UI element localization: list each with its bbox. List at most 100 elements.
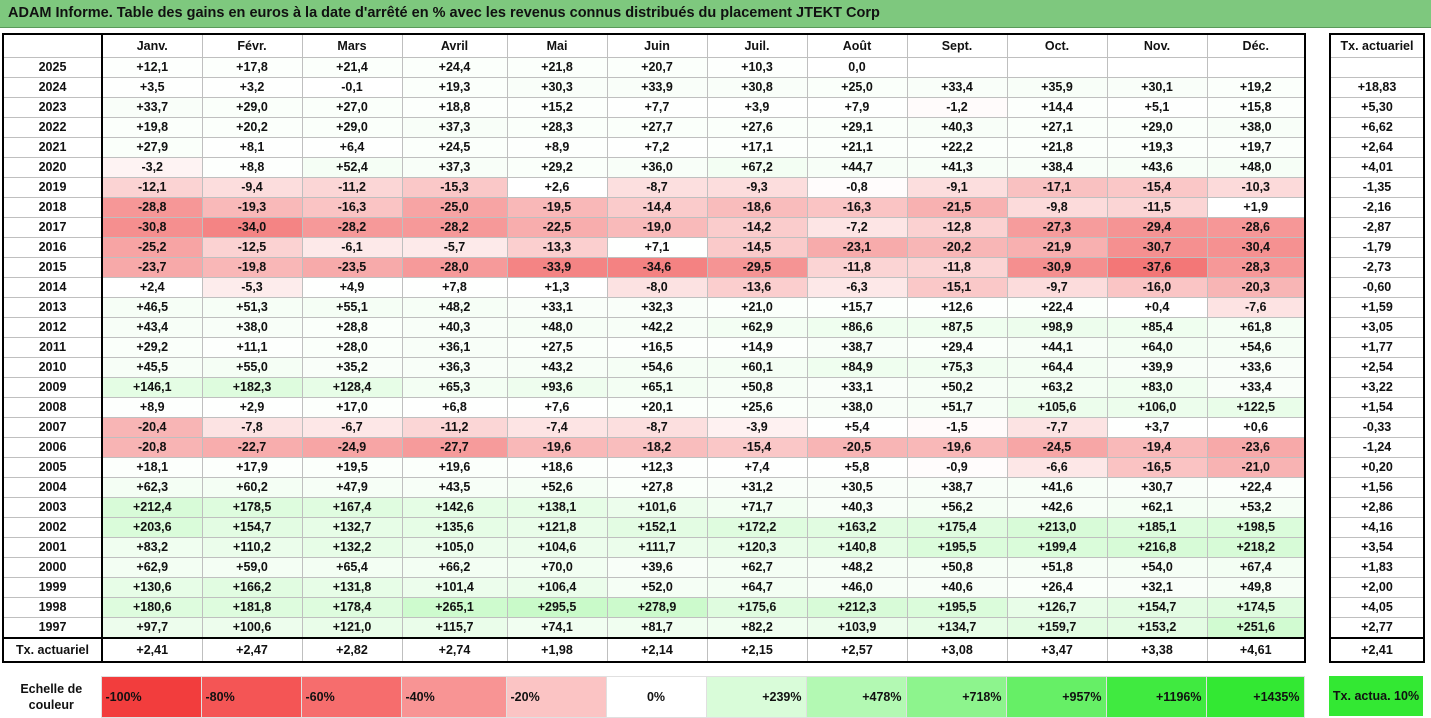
gain-cell: +6,4 bbox=[301, 137, 403, 158]
gain-cell: +62,9 bbox=[706, 317, 808, 338]
gain-cell: +54,6 bbox=[1206, 337, 1306, 358]
month-header: Janv. bbox=[101, 33, 203, 58]
gain-cell: -9,4 bbox=[201, 177, 303, 198]
month-header: Févr. bbox=[201, 33, 303, 58]
gain-cell: -19,6 bbox=[906, 437, 1008, 458]
rate-cell: -0,60 bbox=[1329, 277, 1425, 298]
gain-cell: +7,4 bbox=[706, 457, 808, 478]
gain-cell: -5,7 bbox=[401, 237, 508, 258]
gain-cell: +33,1 bbox=[806, 377, 908, 398]
gain-cell: +182,3 bbox=[201, 377, 303, 398]
gain-cell: +2,6 bbox=[506, 177, 608, 198]
gain-cell: +48,0 bbox=[1206, 157, 1306, 178]
gain-cell: +38,0 bbox=[806, 397, 908, 418]
month-header: Mai bbox=[506, 33, 608, 58]
gain-cell: +19,6 bbox=[401, 457, 508, 478]
gain-cell: +48,2 bbox=[806, 557, 908, 578]
year-label: 2021 bbox=[2, 137, 103, 158]
gain-cell: +195,5 bbox=[906, 537, 1008, 558]
legend-step: +1196% bbox=[1105, 676, 1207, 718]
rate-row: +2,86 bbox=[1329, 497, 1425, 518]
gain-cell: +154,7 bbox=[201, 517, 303, 538]
gain-cell: -16,0 bbox=[1106, 277, 1208, 298]
rate-cell: +1,56 bbox=[1329, 477, 1425, 498]
rate-row: -1,24 bbox=[1329, 437, 1425, 458]
year-label: 2009 bbox=[2, 377, 103, 398]
rate-row: -2,87 bbox=[1329, 217, 1425, 238]
gain-cell: +29,4 bbox=[906, 337, 1008, 358]
gain-cell: +27,6 bbox=[706, 117, 808, 138]
gain-cell: +20,2 bbox=[201, 117, 303, 138]
gain-cell: -30,4 bbox=[1206, 237, 1306, 258]
gain-cell: -11,2 bbox=[301, 177, 403, 198]
gain-cell: +20,1 bbox=[606, 397, 708, 418]
gain-cell: +44,7 bbox=[806, 157, 908, 178]
footer-rate-cell: +4,61 bbox=[1206, 637, 1306, 663]
gain-cell: +49,8 bbox=[1206, 577, 1306, 598]
gain-cell: +130,6 bbox=[101, 577, 203, 598]
gain-cell: +166,2 bbox=[201, 577, 303, 598]
gain-cell: +40,3 bbox=[806, 497, 908, 518]
footer-rate-cell: +2,41 bbox=[101, 637, 203, 663]
rate-row: +2,00 bbox=[1329, 577, 1425, 598]
gain-cell: +51,8 bbox=[1006, 557, 1108, 578]
gain-cell: +19,7 bbox=[1206, 137, 1306, 158]
gain-cell: -33,9 bbox=[506, 257, 608, 278]
table-row: 2000 +62,9 +59,0 +65,4 +66,2 +70,0 +39,6 +62,7 +… bbox=[2, 557, 1306, 578]
color-scale-legend: Echelle de couleur -100% -80% -60% -40% -20% 0… bbox=[2, 676, 1305, 718]
gain-cell: -19,8 bbox=[201, 257, 303, 278]
gain-cell: +33,7 bbox=[101, 97, 203, 118]
legend-step: -80% bbox=[200, 676, 302, 718]
gain-cell: +185,1 bbox=[1106, 517, 1208, 538]
gain-cell: -7,4 bbox=[506, 417, 608, 438]
gain-cell: +12,1 bbox=[101, 57, 203, 78]
gain-cell: +97,7 bbox=[101, 617, 203, 639]
gain-cell: -6,6 bbox=[1006, 457, 1108, 478]
gain-cell: -14,2 bbox=[706, 217, 808, 238]
gain-cell: +19,3 bbox=[1106, 137, 1208, 158]
rate-row: +3,05 bbox=[1329, 317, 1425, 338]
rate-row: +3,54 bbox=[1329, 537, 1425, 558]
gain-cell: -20,2 bbox=[906, 237, 1008, 258]
gain-cell: +50,2 bbox=[906, 377, 1008, 398]
gain-cell: -12,1 bbox=[101, 177, 203, 198]
gain-cell: +32,1 bbox=[1106, 577, 1208, 598]
gain-cell: +131,8 bbox=[301, 577, 403, 598]
gain-cell: +93,6 bbox=[506, 377, 608, 398]
gain-cell: +30,3 bbox=[506, 77, 608, 98]
gain-cell: +152,1 bbox=[606, 517, 708, 538]
gain-cell: -30,9 bbox=[1006, 257, 1108, 278]
rate-footer-row: +2,41 bbox=[1329, 637, 1425, 663]
gain-cell: +87,5 bbox=[906, 317, 1008, 338]
table-row: 2020 -3,2 +8,8 +52,4 +37,3 +29,2 +36,0 +67,2 +44… bbox=[2, 157, 1306, 178]
gain-cell: +175,4 bbox=[906, 517, 1008, 538]
gain-cell: +101,4 bbox=[401, 577, 508, 598]
gain-cell: +55,1 bbox=[301, 297, 403, 318]
gain-cell: -37,6 bbox=[1106, 257, 1208, 278]
gain-cell: +38,7 bbox=[806, 337, 908, 358]
gain-cell: +30,7 bbox=[1106, 477, 1208, 498]
gain-cell: +0,4 bbox=[1106, 297, 1208, 318]
gain-cell: +25,0 bbox=[806, 77, 908, 98]
gain-cell: +42,6 bbox=[1006, 497, 1108, 518]
rate-row: +5,30 bbox=[1329, 97, 1425, 118]
year-label: 2002 bbox=[2, 517, 103, 538]
gain-cell bbox=[1106, 57, 1208, 78]
gain-cell: -7,8 bbox=[201, 417, 303, 438]
rate-cell: +3,54 bbox=[1329, 537, 1425, 558]
gain-cell: -16,5 bbox=[1106, 457, 1208, 478]
gain-cell: -13,6 bbox=[706, 277, 808, 298]
gain-cell bbox=[906, 57, 1008, 78]
gain-cell: -11,2 bbox=[401, 417, 508, 438]
gain-cell: +37,3 bbox=[401, 157, 508, 178]
gain-cell: -29,4 bbox=[1106, 217, 1208, 238]
gain-cell: -28,2 bbox=[301, 217, 403, 238]
table-row: 2013 +46,5 +51,3 +55,1 +48,2 +33,1 +32,3 +21,0 +… bbox=[2, 297, 1306, 318]
footer-rate-cell: +2,57 bbox=[806, 637, 908, 663]
gain-cell: +29,2 bbox=[101, 337, 203, 358]
gain-cell: +29,2 bbox=[506, 157, 608, 178]
rate-cell: -1,35 bbox=[1329, 177, 1425, 198]
month-header: Sept. bbox=[906, 33, 1008, 58]
gain-cell: -22,7 bbox=[201, 437, 303, 458]
year-label: 2010 bbox=[2, 357, 103, 378]
